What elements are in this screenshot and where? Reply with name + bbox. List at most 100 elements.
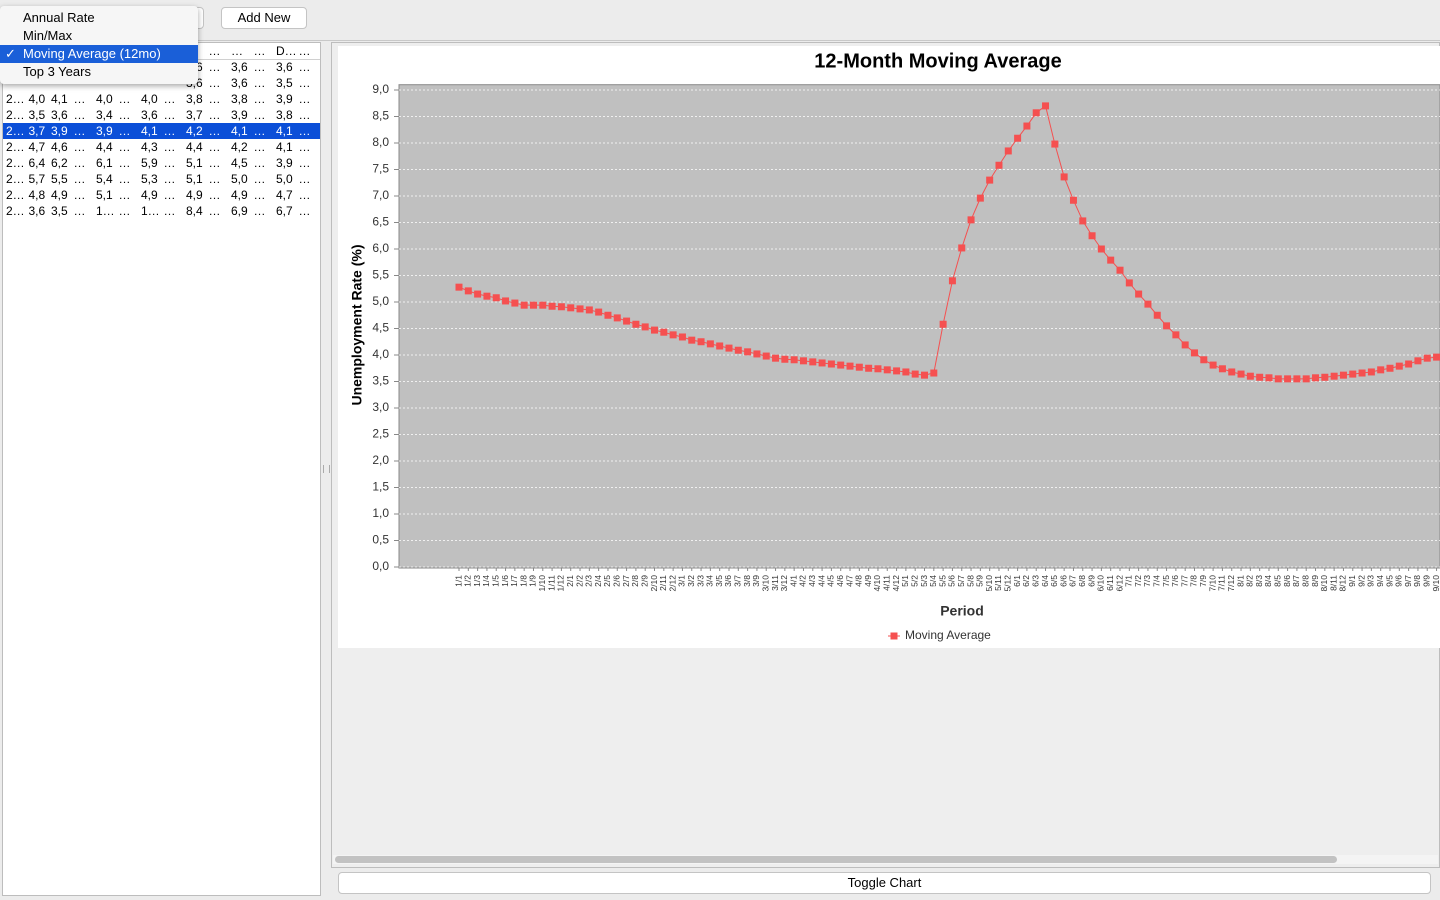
data-point (688, 336, 696, 344)
menu-item[interactable]: Top 3 Years (0, 63, 198, 81)
menu-item[interactable]: Annual Rate (0, 9, 198, 27)
x-tick-label: 7/6 (1170, 575, 1180, 587)
data-point (986, 176, 994, 184)
split-handle[interactable] (323, 465, 330, 473)
data-point (651, 326, 659, 334)
x-tick-label: 2/4 (593, 575, 603, 587)
table-cell: 6,7 (276, 204, 293, 218)
table-cell: 5,5 (51, 172, 68, 186)
table-cell: … (298, 92, 311, 106)
x-axis-label: Period (940, 603, 984, 619)
table-cell: 1… (141, 204, 160, 218)
x-tick-label: 5/1 (900, 575, 910, 587)
table-cell: 2… (6, 124, 25, 138)
x-tick-label: 3/9 (751, 575, 761, 587)
x-tick-label: 1/4 (481, 575, 491, 587)
data-point (474, 290, 482, 298)
x-tick-label: 2/9 (639, 575, 649, 587)
x-tick-label: 4/1 (788, 575, 798, 587)
add-new-button[interactable]: Add New (221, 7, 307, 29)
data-point (492, 294, 500, 302)
data-point (1116, 266, 1124, 274)
table-cell: … (73, 140, 86, 154)
data-table[interactable]: ………D……3,6…3,6…3,6…3,6…3,6…3,5…2…4,04,1…4… (2, 42, 321, 896)
table-cell: … (163, 172, 176, 186)
data-point (1088, 232, 1096, 240)
menu-item[interactable]: Min/Max (0, 27, 198, 45)
x-tick-label: 1/8 (518, 575, 528, 587)
data-point (1339, 371, 1347, 379)
data-point (846, 362, 854, 370)
x-tick-label: 5/5 (937, 575, 947, 587)
x-tick-label: 6/10 (1096, 575, 1106, 592)
data-point (1004, 147, 1012, 155)
data-point (660, 328, 668, 336)
x-tick-label: 7/1 (1124, 575, 1134, 587)
data-point (669, 331, 677, 339)
table-cell: … (163, 188, 176, 202)
data-point (1060, 173, 1068, 181)
table-cell: … (73, 204, 86, 218)
data-point (1302, 375, 1310, 383)
data-point (1153, 311, 1161, 319)
data-point (930, 369, 938, 377)
x-tick-label: 9/5 (1384, 575, 1394, 587)
x-tick-label: 6/8 (1077, 575, 1087, 587)
x-tick-label: 1/10 (537, 575, 547, 592)
table-cell: … (208, 204, 221, 218)
table-cell: 4,4 (186, 140, 203, 154)
y-tick-label: 8,5 (372, 109, 389, 123)
data-point (539, 301, 547, 309)
toolbar-divider (0, 40, 1440, 41)
data-point (697, 338, 705, 346)
table-cell: … (163, 124, 176, 138)
data-point (1423, 354, 1431, 362)
toggle-chart-button[interactable]: Toggle Chart (338, 872, 1431, 894)
menu-item[interactable]: ✓ Moving Average (12mo) (0, 45, 198, 63)
table-cell: 4,5 (231, 156, 248, 170)
data-point (1349, 370, 1357, 378)
table-cell: … (118, 156, 131, 170)
x-tick-label: 3/12 (779, 575, 789, 592)
x-tick-label: 4/8 (854, 575, 864, 587)
x-tick-label: 2/12 (667, 575, 677, 592)
table-cell: 4,6 (51, 140, 68, 154)
table-cell: 4,7 (28, 140, 46, 154)
x-tick-label: 3/5 (714, 575, 724, 587)
table-cell: 4,1 (231, 124, 248, 138)
x-tick-label: 5/3 (919, 575, 929, 587)
table-cell: … (163, 156, 176, 170)
x-tick-label: 4/5 (826, 575, 836, 587)
data-point (818, 359, 826, 367)
table-cell: 2… (6, 204, 25, 218)
x-tick-label: 9/4 (1375, 575, 1385, 587)
table-cell: … (298, 172, 311, 186)
table-cell: 3,7 (28, 124, 46, 138)
data-point (1433, 353, 1440, 361)
table-cell: 3,5 (28, 108, 46, 122)
plot-area (398, 84, 1440, 569)
data-point (483, 292, 491, 300)
table-cell: 5,1 (186, 172, 203, 186)
selected-row (3, 123, 320, 139)
table-cell: 3,6 (141, 108, 158, 122)
table-cell: 3,6 (231, 76, 248, 90)
table-cell: 3,9 (96, 124, 113, 138)
data-point (799, 357, 807, 365)
x-tick-label: 2/2 (574, 575, 584, 587)
x-tick-label: 1/6 (500, 575, 510, 587)
data-point (1274, 375, 1282, 383)
table-cell: 3,8 (276, 108, 293, 122)
table-cell: … (73, 108, 86, 122)
data-point (874, 365, 882, 373)
menu-item-label: Top 3 Years (23, 64, 91, 79)
x-tick-label: 3/2 (686, 575, 696, 587)
x-tick-label: 6/5 (1049, 575, 1059, 587)
data-point (455, 283, 463, 291)
table-cell: 3,8 (231, 92, 248, 106)
data-point (1312, 374, 1320, 382)
table-cell: … (253, 140, 266, 154)
x-tick-label: 6/1 (1012, 575, 1022, 587)
scrollbar-thumb[interactable] (335, 856, 1337, 863)
x-tick-label: 8/2 (1245, 575, 1255, 587)
